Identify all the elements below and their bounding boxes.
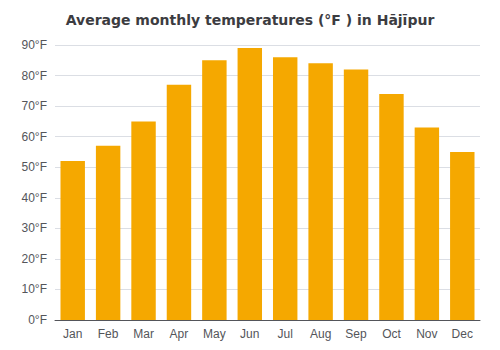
svg-text:10°F: 10°F	[22, 282, 47, 296]
svg-text:Jul: Jul	[278, 327, 293, 341]
svg-text:Sep: Sep	[345, 327, 367, 341]
svg-text:Mar: Mar	[133, 327, 154, 341]
svg-text:Aug: Aug	[310, 327, 331, 341]
svg-text:Feb: Feb	[98, 327, 119, 341]
svg-text:20°F: 20°F	[22, 252, 47, 266]
svg-text:Nov: Nov	[416, 327, 437, 341]
svg-text:0°F: 0°F	[28, 313, 47, 327]
svg-text:Dec: Dec	[452, 327, 473, 341]
svg-text:50°F: 50°F	[22, 160, 47, 174]
svg-text:40°F: 40°F	[22, 191, 47, 205]
svg-text:Jun: Jun	[240, 327, 259, 341]
svg-text:80°F: 80°F	[22, 69, 47, 83]
svg-text:Jan: Jan	[63, 327, 82, 341]
svg-text:Apr: Apr	[170, 327, 189, 341]
svg-text:60°F: 60°F	[22, 130, 47, 144]
svg-text:Oct: Oct	[382, 327, 401, 341]
svg-text:30°F: 30°F	[22, 221, 47, 235]
svg-text:70°F: 70°F	[22, 99, 47, 113]
svg-text:Average monthly temperatures (: Average monthly temperatures (°F ) in Hā…	[66, 12, 435, 28]
svg-text:90°F: 90°F	[22, 38, 47, 52]
svg-text:May: May	[203, 327, 226, 341]
